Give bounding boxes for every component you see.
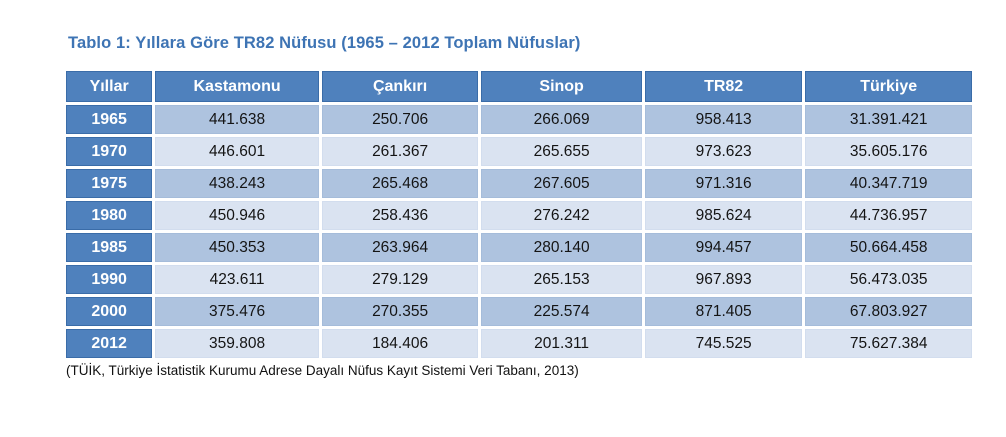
table-title: Tablo 1: Yıllara Göre TR82 Nüfusu (1965 … [68, 34, 581, 52]
population-cell: 279.129 [321, 265, 479, 294]
population-cell: 250.706 [321, 105, 479, 134]
population-cell: 265.153 [481, 265, 642, 294]
row-year: 1965 [66, 105, 153, 134]
col-header-sinop: Sinop [481, 71, 642, 102]
population-cell: 280.140 [481, 233, 642, 262]
population-cell: 871.405 [644, 297, 803, 326]
population-cell: 50.664.458 [805, 233, 972, 262]
col-header-yillar: Yıllar [66, 71, 153, 102]
population-cell: 971.316 [644, 169, 803, 198]
population-cell: 359.808 [155, 329, 319, 358]
population-cell: 375.476 [155, 297, 319, 326]
population-cell: 973.623 [644, 137, 803, 166]
population-cell: 441.638 [155, 105, 319, 134]
population-cell: 261.367 [321, 137, 479, 166]
table-row: 1975 438.243 265.468 267.605 971.316 40.347.7… [66, 169, 972, 198]
population-cell: 35.605.176 [805, 137, 972, 166]
row-year: 1980 [66, 201, 153, 230]
table-body: 1965 441.638 250.706 266.069 958.413 31.391.4… [66, 105, 972, 358]
row-year: 1970 [66, 137, 153, 166]
population-cell: 258.436 [321, 201, 479, 230]
population-cell: 56.473.035 [805, 265, 972, 294]
population-cell: 225.574 [481, 297, 642, 326]
population-cell: 263.964 [321, 233, 479, 262]
table-row: 1980 450.946 258.436 276.242 985.624 44.736.9… [66, 201, 972, 230]
population-cell: 446.601 [155, 137, 319, 166]
col-header-cankiri: Çankırı [321, 71, 479, 102]
population-cell: 184.406 [321, 329, 479, 358]
table-row: 2000 375.476 270.355 225.574 871.405 67.803.9… [66, 297, 972, 326]
row-year: 2000 [66, 297, 153, 326]
table-row: 1990 423.611 279.129 265.153 967.893 56.473.0… [66, 265, 972, 294]
population-cell: 265.468 [321, 169, 479, 198]
population-cell: 450.946 [155, 201, 319, 230]
population-cell: 276.242 [481, 201, 642, 230]
table-row: 1965 441.638 250.706 266.069 958.413 31.391.4… [66, 105, 972, 134]
population-table: Yıllar Kastamonu Çankırı Sinop TR82 Türk… [63, 68, 975, 361]
population-cell: 994.457 [644, 233, 803, 262]
population-cell: 44.736.957 [805, 201, 972, 230]
header-row: Yıllar Kastamonu Çankırı Sinop TR82 Türk… [66, 71, 972, 102]
population-cell: 265.655 [481, 137, 642, 166]
population-cell: 267.605 [481, 169, 642, 198]
population-cell: 31.391.421 [805, 105, 972, 134]
population-cell: 438.243 [155, 169, 319, 198]
row-year: 1990 [66, 265, 153, 294]
population-cell: 266.069 [481, 105, 642, 134]
population-cell: 40.347.719 [805, 169, 972, 198]
document-page: Tablo 1: Yıllara Göre TR82 Nüfusu (1965 … [63, 34, 975, 378]
population-cell: 958.413 [644, 105, 803, 134]
col-header-kastamonu: Kastamonu [155, 71, 319, 102]
population-cell: 75.627.384 [805, 329, 972, 358]
row-year: 1985 [66, 233, 153, 262]
col-header-tr82: TR82 [644, 71, 803, 102]
row-year: 1975 [66, 169, 153, 198]
table-row: 2012 359.808 184.406 201.311 745.525 75.627.3… [66, 329, 972, 358]
population-cell: 67.803.927 [805, 297, 972, 326]
population-cell: 985.624 [644, 201, 803, 230]
population-cell: 967.893 [644, 265, 803, 294]
population-cell: 201.311 [481, 329, 642, 358]
population-cell: 423.611 [155, 265, 319, 294]
population-cell: 745.525 [644, 329, 803, 358]
row-year: 2012 [66, 329, 153, 358]
table-row: 1985 450.353 263.964 280.140 994.457 50.664.4… [66, 233, 972, 262]
col-header-turkiye: Türkiye [805, 71, 972, 102]
table-row: 1970 446.601 261.367 265.655 973.623 35.605.1… [66, 137, 972, 166]
population-cell: 450.353 [155, 233, 319, 262]
population-cell: 270.355 [321, 297, 479, 326]
source-note: (TÜİK, Türkiye İstatistik Kurumu Adrese … [66, 363, 579, 378]
